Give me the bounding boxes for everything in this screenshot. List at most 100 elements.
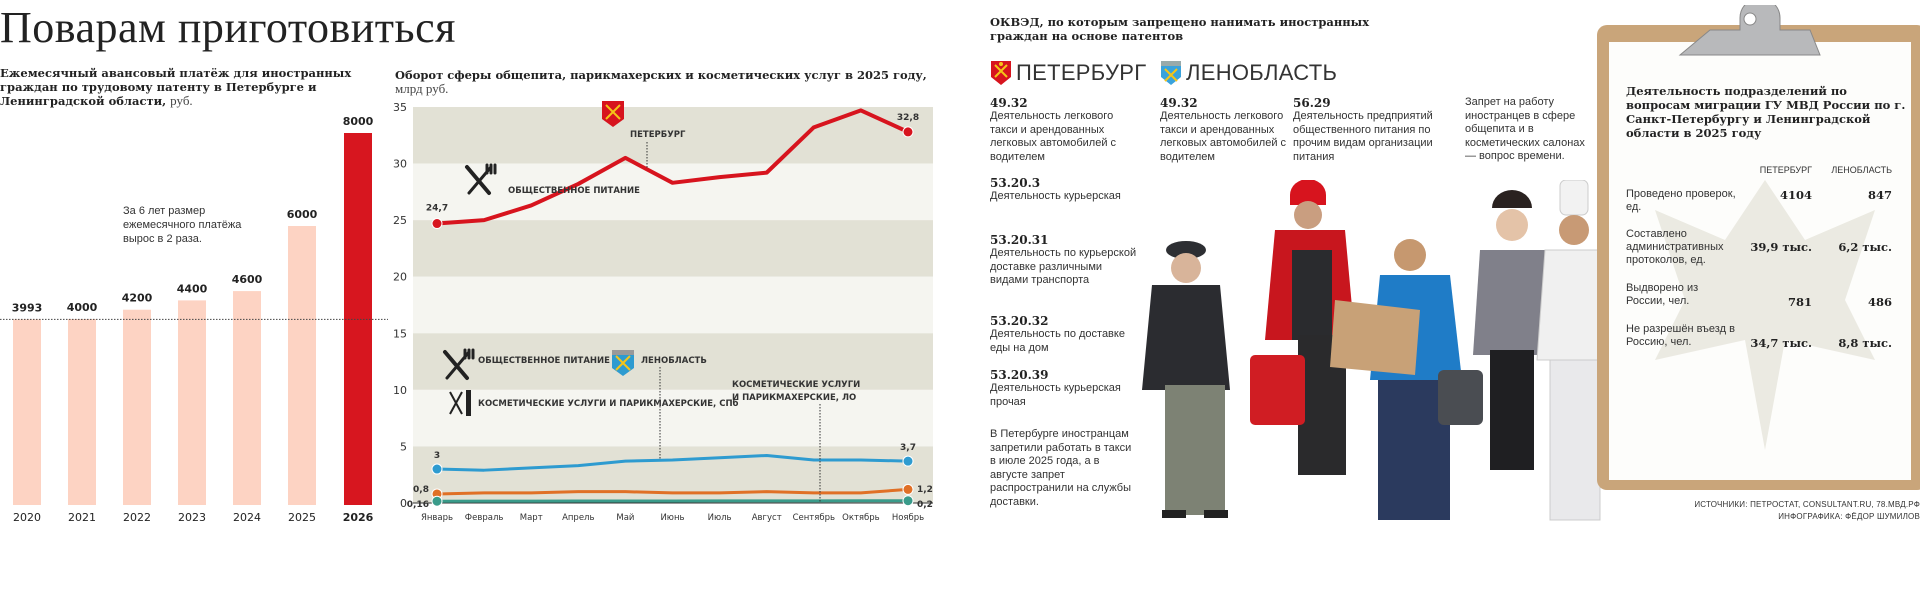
x-tick-label: Октябрь [842, 513, 880, 523]
okved-item: 53.20.32 Деятельность по доставке еды на … [990, 314, 1140, 355]
y-tick-label: 5 [400, 440, 407, 453]
series-point-spb_food [431, 218, 443, 230]
x-tick-label: Август [752, 513, 782, 523]
emblem-top [612, 350, 634, 355]
scissors [449, 391, 463, 415]
x-tick-label: Январь [421, 513, 453, 523]
x-tick-label: Июнь [660, 513, 684, 523]
x-tick-label: Июль [708, 513, 732, 523]
food-annotation-top: ОБЩЕСТВЕННОЕ ПИТАНИЕ [508, 186, 640, 196]
okved-desc: Деятельность предприятий общественного п… [1293, 110, 1433, 163]
okved-title: ОКВЭД, по которым запрещено нанимать ино… [990, 15, 1370, 43]
migration-col-spb: ПЕТЕРБУРГ [1759, 165, 1812, 175]
bar-category-label: 2020 [13, 511, 41, 524]
migration-row-label: Проведено проверок, ед. [1626, 188, 1736, 213]
y-tick-label: 25 [393, 214, 407, 227]
okved-code: 53.20.32 [990, 314, 1049, 328]
okved-spb-label: ПЕТЕРБУРГ [1016, 60, 1147, 85]
series-line-lo_food [436, 453, 909, 472]
okved-item: 56.29 Деятельность предприятий общественн… [1293, 96, 1443, 164]
cosmetic-lo-annotation-2: И ПАРИКМАХЕРСКИЕ, ЛО [732, 393, 856, 403]
migration-value-lo: 486 [1867, 295, 1892, 309]
grid-band [413, 389, 933, 447]
emblem-anchor [615, 355, 631, 371]
lo-food-end-label: 3,7 [900, 443, 916, 453]
fork-knife-icon [443, 348, 475, 380]
fork [445, 348, 475, 380]
infographics-credit: ИНФОГРАФИКА: ФЁДОР ШУМИЛОВ [1778, 512, 1920, 521]
bar-category-label: 2025 [288, 511, 316, 524]
line-chart: 0 5 10 15 20 25 30 35 Январь Февраль Март Апрель Май… [393, 101, 933, 523]
spb-cosmetic-end-label: 1,2 [917, 485, 933, 495]
bar-chart-unit: руб. [170, 93, 193, 108]
migration-value-spb: 34,7 тыс. [1750, 336, 1812, 350]
fork [467, 163, 497, 195]
x-tick-label: Сентябрь [793, 513, 835, 523]
lo-cosmetic-end-label: 0,2 [917, 500, 933, 510]
bar-2021 [68, 319, 96, 505]
series-point-lo_cosmetic [902, 495, 914, 507]
lo-emblem-icon [612, 350, 634, 376]
knife [443, 350, 469, 380]
bar-category-label: 2026 [343, 511, 374, 524]
x-tick-label: Февраль [465, 513, 504, 523]
lo-emblem-icon [1161, 61, 1181, 85]
okved-code: 49.32 [990, 96, 1028, 110]
migration-row-label: Не разрешён въезд в Россию, чел. [1626, 323, 1735, 348]
okved-desc: Деятельность курьерская [990, 190, 1121, 202]
series-line-spb_cosmetic [436, 487, 909, 496]
spb-emblem-icon [991, 61, 1011, 85]
okved-item: 53.20.39 Деятельность курьерская прочая [990, 368, 1140, 409]
y-tick-label: 15 [393, 327, 407, 340]
series-point-lo_food [902, 455, 914, 467]
line-chart-title-text: Оборот сферы общепита, парикмахерских и … [395, 68, 927, 82]
bar-value-label: 4200 [122, 292, 153, 305]
clipboard-clip-icon [1678, 5, 1821, 56]
okved-lo-label: ЛЕНОБЛАСТЬ [1186, 60, 1338, 85]
bar-2022 [123, 309, 151, 505]
migration-title: Деятельность подразделений по вопросам м… [1626, 84, 1906, 140]
migration-value-spb: 781 [1787, 295, 1812, 309]
migration-value-lo: 847 [1867, 188, 1892, 202]
okved-desc: Деятельность по курьерской доставке разл… [990, 247, 1137, 286]
migration-value-lo: 6,2 тыс. [1838, 240, 1892, 254]
grid-band [413, 276, 933, 334]
spb-ban-note: В Петербурге иностранцам запретили работ… [990, 428, 1132, 508]
bar-value-label: 8000 [343, 115, 374, 128]
migration-value-spb: 39,9 тыс. [1750, 240, 1812, 254]
okved-desc: Деятельность курьерская прочая [990, 382, 1121, 408]
okved-desc: Деятельность по доставке еды на дом [990, 328, 1125, 354]
bar-category-label: 2021 [68, 511, 96, 524]
series-point-spb_food [902, 126, 914, 138]
bar-chart-title-text: Ежемесячный авансовый платёж для иностра… [0, 66, 352, 108]
okved-lo-header: ЛЕНОБЛАСТЬ [1160, 60, 1337, 86]
okved-item: 53.20.3 Деятельность курьерская [990, 176, 1140, 204]
grid-band [413, 220, 933, 277]
migration-value-lo: 8,8 тыс. [1838, 336, 1892, 350]
bar-value-label: 3993 [12, 301, 43, 314]
bar-2023 [178, 300, 206, 505]
spb-food-end-label: 32,8 [897, 113, 919, 123]
comb [466, 390, 471, 416]
y-tick-label: 20 [393, 271, 407, 284]
line-chart-unit: млрд руб. [395, 81, 449, 96]
x-tick-label: Апрель [562, 513, 594, 523]
migration-col-lo: ЛЕНОБЛАСТЬ [1831, 165, 1892, 175]
y-tick-label: 30 [393, 158, 407, 171]
bar-chart-title: Ежемесячный авансовый платёж для иностра… [0, 66, 385, 108]
bar-2020 [13, 319, 41, 505]
waitress-figure [1473, 190, 1553, 470]
bar-chart: 3993 2020 4000 2021 4200 2022 4400 2023 4600 2024… [0, 115, 388, 524]
y-tick-label: 35 [393, 101, 407, 114]
scissors-comb-icon [449, 390, 471, 416]
migration-value-spb: 4104 [1779, 188, 1812, 202]
spb-food-start-label: 24,7 [426, 204, 448, 214]
grid-band [413, 163, 933, 221]
bar-value-label: 6000 [287, 208, 318, 221]
okved-code: 53.20.3 [990, 176, 1041, 190]
workers-illustration [1142, 180, 1610, 521]
grid-band [413, 333, 933, 390]
cosmetic-lo-annotation-1: КОСМЕТИЧЕСКИЕ УСЛУГИ [732, 380, 860, 390]
line-chart-title: Оборот сферы общепита, парикмахерских и … [395, 68, 955, 96]
okved-code: 53.20.31 [990, 233, 1049, 247]
